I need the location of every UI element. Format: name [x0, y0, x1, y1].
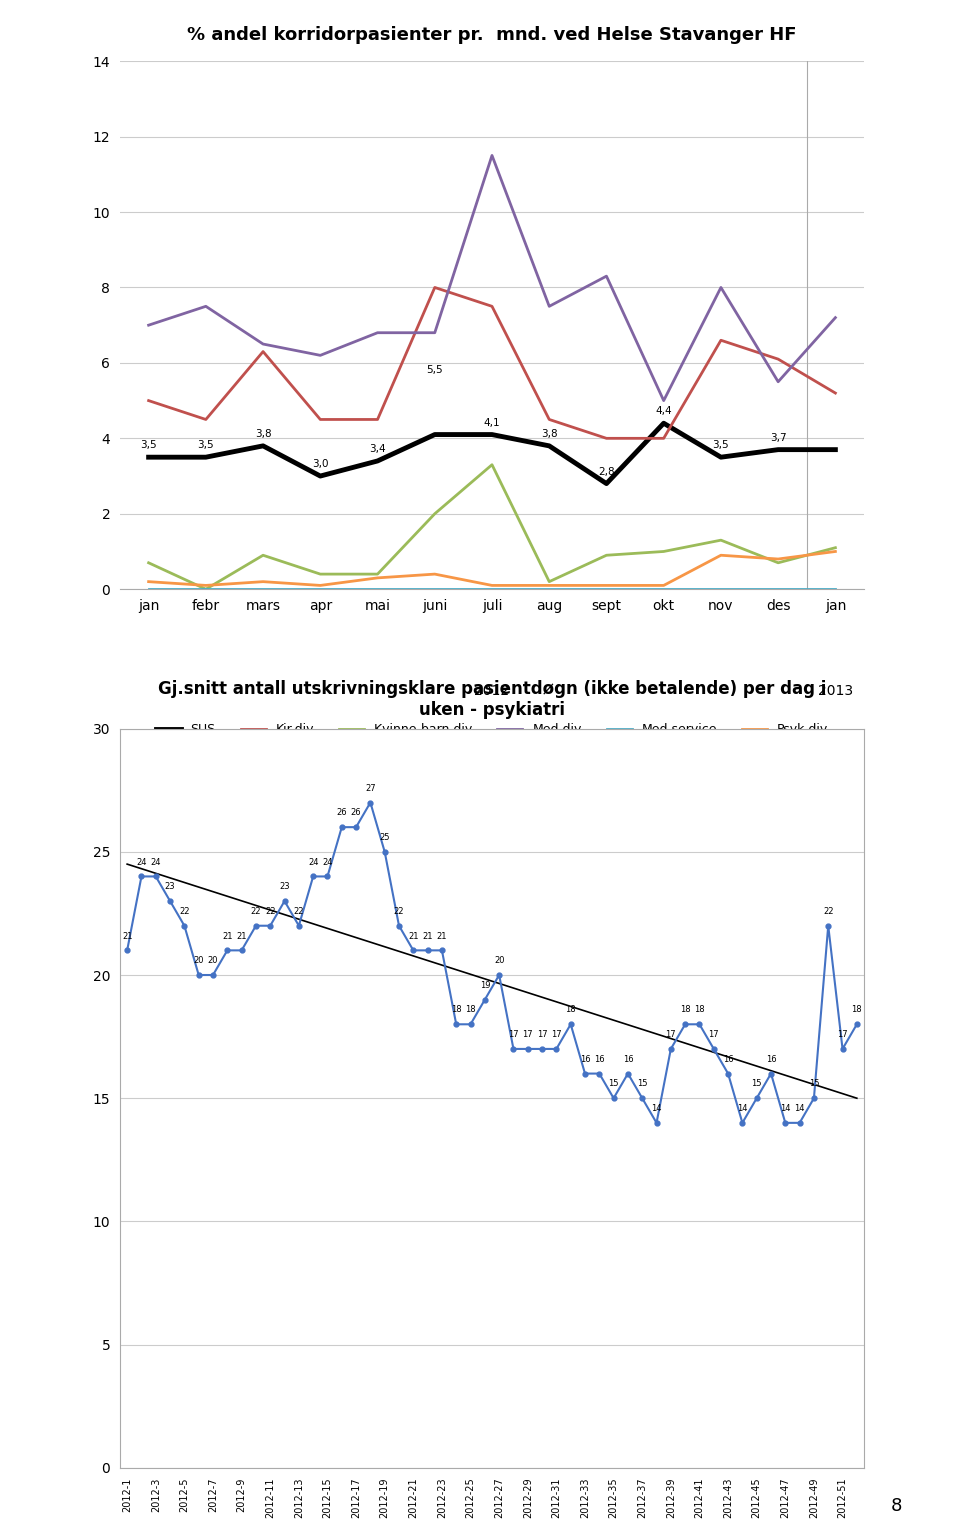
Text: 18: 18: [852, 1006, 862, 1014]
Text: 2,8: 2,8: [598, 466, 614, 477]
Text: 14: 14: [737, 1104, 748, 1113]
Text: 17: 17: [708, 1031, 719, 1040]
Text: 18: 18: [466, 1006, 476, 1014]
Text: 24: 24: [136, 858, 147, 867]
Text: 16: 16: [594, 1055, 605, 1064]
Text: 17: 17: [551, 1031, 562, 1040]
Text: 23: 23: [279, 882, 290, 891]
Text: 5,5: 5,5: [426, 365, 444, 375]
Legend: SUS, Kir.div, Kvinne-barn div, Med.div, Med.service, Psyk.div: SUS, Kir.div, Kvinne-barn div, Med.div, …: [151, 719, 833, 742]
Text: 20: 20: [207, 956, 218, 965]
Text: 4,4: 4,4: [656, 407, 672, 416]
Text: 15: 15: [637, 1079, 647, 1089]
Text: 22: 22: [251, 907, 261, 916]
Text: 22: 22: [180, 907, 190, 916]
Text: 15: 15: [609, 1079, 619, 1089]
Text: 27: 27: [365, 784, 375, 792]
Text: 18: 18: [680, 1006, 690, 1014]
Text: 21: 21: [236, 931, 247, 940]
Text: 17: 17: [522, 1031, 533, 1040]
Text: 3,7: 3,7: [770, 433, 786, 443]
Title: % andel korridorpasienter pr.  mnd. ved Helse Stavanger HF: % andel korridorpasienter pr. mnd. ved H…: [187, 26, 797, 44]
Text: 15: 15: [808, 1079, 819, 1089]
Text: 16: 16: [723, 1055, 733, 1064]
Text: 14: 14: [651, 1104, 661, 1113]
Text: 24: 24: [151, 858, 161, 867]
Text: 17: 17: [837, 1031, 848, 1040]
Text: 20: 20: [493, 956, 504, 965]
Text: 3,8: 3,8: [540, 430, 558, 439]
Text: 3,5: 3,5: [712, 440, 730, 451]
Text: 14: 14: [780, 1104, 790, 1113]
Text: 3,0: 3,0: [312, 459, 328, 469]
Text: 18: 18: [451, 1006, 462, 1014]
Text: 2012: 2012: [474, 683, 510, 697]
Text: 8: 8: [891, 1497, 902, 1515]
Text: 18: 18: [694, 1006, 705, 1014]
Text: 17: 17: [508, 1031, 518, 1040]
Text: 24: 24: [323, 858, 333, 867]
Text: 22: 22: [294, 907, 304, 916]
Text: 3,8: 3,8: [254, 430, 272, 439]
Text: 22: 22: [394, 907, 404, 916]
Text: 16: 16: [766, 1055, 777, 1064]
Text: 2013: 2013: [818, 683, 852, 697]
Text: 21: 21: [437, 931, 447, 940]
Text: 18: 18: [565, 1006, 576, 1014]
Text: 22: 22: [823, 907, 833, 916]
Text: 14: 14: [794, 1104, 804, 1113]
Text: 3,5: 3,5: [198, 440, 214, 451]
Text: 23: 23: [165, 882, 176, 891]
Text: 26: 26: [350, 809, 361, 818]
Text: 17: 17: [665, 1031, 676, 1040]
Text: 15: 15: [752, 1079, 762, 1089]
Text: 26: 26: [336, 809, 348, 818]
Text: 24: 24: [308, 858, 319, 867]
Text: 3,5: 3,5: [140, 440, 156, 451]
Text: 4,1: 4,1: [484, 417, 500, 428]
Text: 3,4: 3,4: [370, 443, 386, 454]
Text: 16: 16: [580, 1055, 590, 1064]
Title: Gj.snitt antall utskrivningsklare pasientdøgn (ikke betalende) per dag i
uken - : Gj.snitt antall utskrivningsklare pasien…: [157, 680, 827, 719]
Text: 17: 17: [537, 1031, 547, 1040]
Text: 25: 25: [379, 833, 390, 842]
Text: 19: 19: [480, 980, 491, 989]
Text: 21: 21: [422, 931, 433, 940]
Text: 20: 20: [194, 956, 204, 965]
Text: 21: 21: [222, 931, 232, 940]
Text: 21: 21: [122, 931, 132, 940]
Text: 22: 22: [265, 907, 276, 916]
Text: 21: 21: [408, 931, 419, 940]
Text: 16: 16: [623, 1055, 634, 1064]
